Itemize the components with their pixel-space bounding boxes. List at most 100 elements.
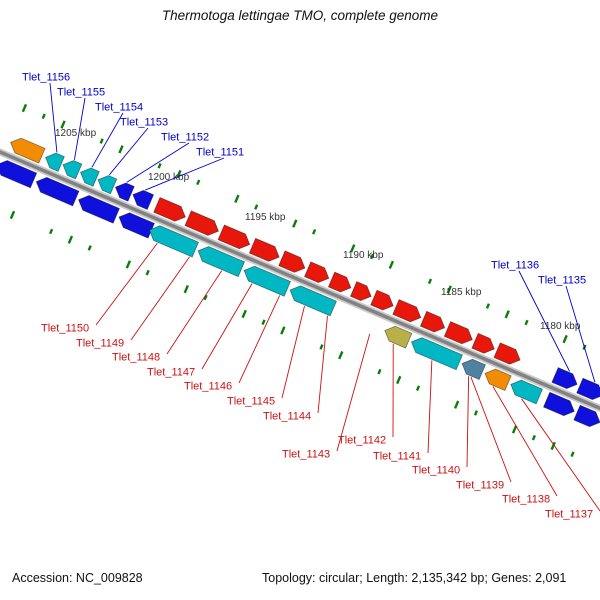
gene-arrow[interactable] [419,310,447,335]
gene-arrow-Tlet_1148[interactable] [217,224,253,252]
feature-tick [570,451,575,457]
feature-tick [41,113,46,120]
gene-arrow-Tlet_1151[interactable] [130,187,155,210]
gene-label-Tlet_1144[interactable]: Tlet_1144 [263,411,311,423]
gene-arrow-Tlet_1139[interactable] [471,332,498,356]
feature-tick [524,319,529,326]
gene-label-Tlet_1150[interactable]: Tlet_1150 [41,323,89,335]
leader-line-Tlet_1156 [49,82,58,153]
feature-tick [369,253,375,260]
leader-line-Tlet_1144 [317,315,328,414]
accession-text: Accession: NC_009828 [12,571,143,585]
feature-tick [176,169,182,179]
gene-arrow[interactable] [287,283,337,317]
gene-arrow-Tlet_1147[interactable] [248,237,282,264]
gene-arrow-Tlet_1143[interactable] [370,289,397,313]
leader-line-Tlet_1154 [91,112,124,168]
page-title: Thermotoga lettingae TMO, complete genom… [161,8,439,23]
ruler-label: 1185 kbp [441,287,482,298]
gene-label-Tlet_1155[interactable]: Tlet_1155 [57,87,105,99]
feature-tick [183,285,189,294]
gene-label-Tlet_1139[interactable]: Tlet_1139 [456,480,504,492]
leader-line-Tlet_1135 [565,285,596,383]
gene-arrow-Tlet_1152[interactable] [112,180,135,202]
feature-tick [312,229,317,235]
gene-label-Tlet_1153[interactable]: Tlet_1153 [120,117,168,129]
gene-arrow-Tlet_1149[interactable] [184,210,222,239]
gene-label-Tlet_1156[interactable]: Tlet_1156 [22,72,70,84]
leader-line-Tlet_1136 [518,270,571,372]
gene-arrow-Tlet_1136[interactable] [551,367,580,392]
gene-arrow-Tlet_1156[interactable] [42,150,65,172]
gene-label-Tlet_1141[interactable]: Tlet_1141 [373,451,421,463]
gene-arrow[interactable] [241,263,291,297]
gene-arrow[interactable] [392,299,424,325]
gene-label-Tlet_1148[interactable]: Tlet_1148 [112,352,160,364]
gene-arrow-Tlet_1140[interactable] [459,356,486,381]
gene-arrow-Tlet_1150[interactable] [153,196,189,225]
backbone-line [0,145,600,417]
ruler-label: 1190 kbp [343,250,384,261]
gene-arrow[interactable] [75,192,120,224]
feature-tick [319,344,324,350]
feature-tick [350,244,356,253]
gene-arrow[interactable] [7,135,46,164]
gene-label-Tlet_1146[interactable]: Tlet_1146 [184,381,232,393]
feature-tick [60,120,66,129]
gene-arrow[interactable] [0,157,38,189]
feature-tick [531,434,536,441]
gene-arrow[interactable] [146,223,200,258]
gene-arrow[interactable] [349,281,374,304]
feature-tick [292,219,298,228]
leader-line-Tlet_1153 [108,127,149,176]
feature-tick [485,303,490,309]
feature-tick [125,260,132,269]
feature-tick [427,278,433,285]
gene-arrow-Tlet_1154[interactable] [77,165,100,187]
gene-arrow[interactable] [443,321,475,347]
gene-label-Tlet_1149[interactable]: Tlet_1149 [76,338,124,350]
feature-tick [99,138,104,144]
gene-label-Tlet_1135[interactable]: Tlet_1135 [538,275,586,287]
gene-arrow-Tlet_1145[interactable] [303,261,332,286]
ruler-label: 1195 kbp [245,212,286,223]
gene-arrow-Tlet_1144[interactable] [327,271,354,295]
gene-label-Tlet_1145[interactable]: Tlet_1145 [227,396,275,408]
feature-tick [550,441,556,451]
gene-label-Tlet_1143[interactable]: Tlet_1143 [282,449,330,461]
feature-tick [511,425,518,434]
gene-arrow-Tlet_1135[interactable] [576,377,600,403]
gene-arrow[interactable] [542,391,578,418]
leader-line-Tlet_1139 [470,376,512,483]
gene-label-Tlet_1140[interactable]: Tlet_1140 [412,465,460,477]
gene-arrow[interactable] [573,404,600,430]
feature-tick [338,351,344,360]
gene-label-Tlet_1136[interactable]: Tlet_1136 [491,260,539,272]
feature-tick [562,334,568,344]
gene-arrow[interactable] [195,243,246,278]
leader-line-Tlet_1149 [130,256,190,341]
feature-tick [87,245,92,251]
gene-arrow-Tlet_1142[interactable] [382,323,413,349]
gene-label-Tlet_1147[interactable]: Tlet_1147 [147,367,195,379]
feature-tick [261,319,266,325]
gene-label-Tlet_1137[interactable]: Tlet_1137 [545,509,593,521]
feature-tick [49,228,54,235]
gene-arrow-Tlet_1141[interactable] [408,335,463,371]
gene-arrow-Tlet_1153[interactable] [95,172,118,195]
gene-label-Tlet_1152[interactable]: Tlet_1152 [161,132,209,144]
gene-arrow[interactable] [493,342,523,368]
gene-arrow[interactable] [33,174,80,207]
gene-arrow-Tlet_1137[interactable] [508,377,543,405]
gene-arrow-Tlet_1138[interactable] [482,366,512,392]
gene-arrow-Tlet_1155[interactable] [60,157,83,180]
gene-label-Tlet_1142[interactable]: Tlet_1142 [338,435,386,447]
gene-label-Tlet_1138[interactable]: Tlet_1138 [502,494,550,506]
gene-label-Tlet_1151[interactable]: Tlet_1151 [196,147,244,159]
feature-tick [196,179,201,186]
leader-line-Tlet_1152 [126,142,190,183]
gene-label-Tlet_1154[interactable]: Tlet_1154 [95,102,143,114]
gene-arrow-Tlet_1146[interactable] [278,250,308,276]
